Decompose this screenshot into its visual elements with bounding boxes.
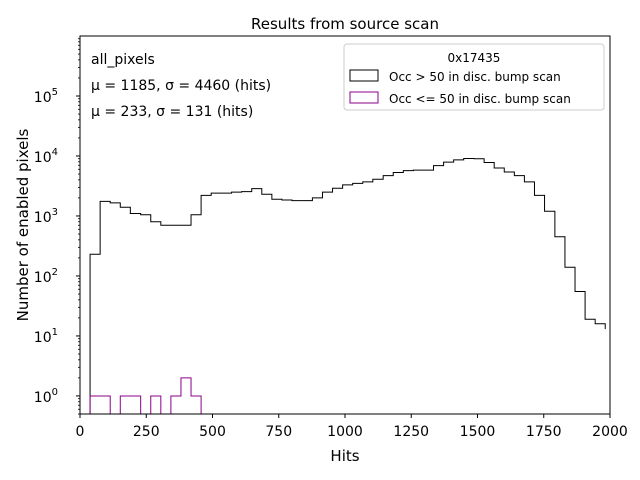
series-outline	[89, 377, 202, 414]
x-tick-label: 1500	[460, 424, 496, 440]
annotation-stats-high-occ: μ = 1185, σ = 4460 (hits)	[91, 78, 271, 94]
x-axis-label: Hits	[330, 447, 359, 465]
plot-frame	[79, 35, 611, 415]
series-0	[89, 157, 606, 414]
x-tick-label: 2000	[592, 424, 628, 440]
annotation-stats-low-occ: μ = 233, σ = 131 (hits)	[91, 104, 253, 120]
chart-title: Results from source scan	[251, 15, 439, 33]
stats-annotations: all_pixels μ = 1185, σ = 4460 (hits) μ =…	[91, 52, 271, 120]
x-tick-label: 0	[76, 424, 85, 440]
legend: 0x17435 Occ > 50 in disc. bump scan Occ …	[343, 43, 605, 111]
x-tick-label: 500	[199, 424, 226, 440]
x-tick-label: 250	[133, 424, 160, 440]
x-tick-label: 1750	[526, 424, 562, 440]
y-axis-label: Number of enabled pixels	[14, 128, 32, 321]
legend-label-high-occ: Occ > 50 in disc. bump scan	[389, 70, 561, 84]
legend-box	[343, 43, 605, 111]
legend-label-low-occ: Occ <= 50 in disc. bump scan	[389, 92, 571, 106]
series-1	[89, 377, 202, 414]
legend-swatch-high-occ	[349, 69, 379, 82]
legend-title: 0x17435	[448, 51, 501, 65]
x-tick-label: 750	[265, 424, 292, 440]
legend-swatch-low-occ	[349, 91, 379, 104]
series-outline	[89, 157, 606, 414]
histogram-steps	[89, 157, 606, 414]
annotation-dataset-name: all_pixels	[91, 52, 155, 68]
x-tick-label: 1250	[393, 424, 429, 440]
x-tick-label: 1000	[327, 424, 363, 440]
